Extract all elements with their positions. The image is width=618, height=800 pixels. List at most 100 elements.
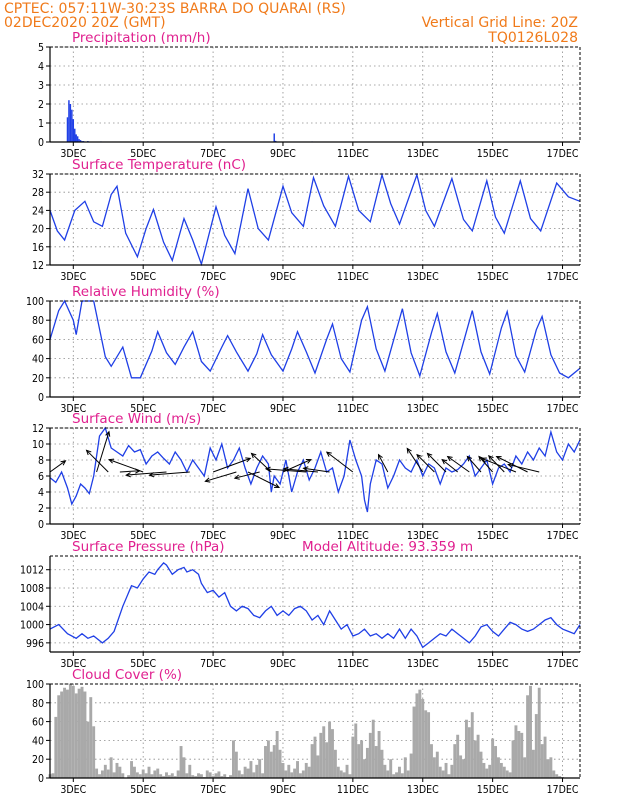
cloud-bar: [272, 745, 276, 778]
panel-pressure: 996 1000 1004 1008 1012 3DEC 5DEC 7DEC 9DEC 11DEC…: [20, 539, 581, 670]
cloud-bar: [191, 775, 195, 778]
x-tick-label: 15DEC: [477, 403, 509, 415]
cloud-bar: [135, 772, 139, 778]
cloud-bar: [339, 770, 343, 778]
cloud-bar: [371, 719, 375, 778]
wind-arrow-shaft: [406, 448, 424, 473]
cloud-bar: [51, 773, 55, 778]
panel-title: Relative Humidity (%): [72, 284, 220, 300]
x-tick-label: 11DEC: [337, 271, 369, 283]
wind-arrow: [204, 471, 237, 483]
wind-arrow-shaft: [427, 453, 447, 473]
cloud-bar: [529, 685, 532, 778]
cloud-bar: [453, 744, 457, 778]
wind-arrow-shaft: [447, 456, 470, 473]
cloud-bar: [188, 764, 192, 778]
wind-arrow: [507, 463, 540, 473]
cloud-bar: [319, 732, 323, 778]
x-tick-label: 17DEC: [547, 148, 579, 160]
y-tick-label: 996: [26, 638, 44, 650]
cloud-bar: [531, 749, 535, 778]
cloud-bar: [374, 746, 378, 778]
cloud-bar: [144, 773, 148, 778]
cloud-bar: [54, 716, 58, 778]
y-tick-label: 80: [32, 698, 44, 710]
cloud-bar: [240, 774, 244, 778]
x-tick-label: 17DEC: [547, 403, 579, 415]
x-tick-label: 9DEC: [270, 148, 296, 160]
cloud-bar: [293, 768, 297, 778]
wind-arrow-head: [108, 458, 115, 464]
cloud-bar: [497, 757, 500, 778]
cloud-bar: [252, 772, 256, 778]
cloud-bar: [77, 688, 81, 778]
wind-arrow-head: [446, 455, 453, 462]
x-tick-label: 7DEC: [200, 658, 226, 670]
run-date: 02DEC2020 20Z (GMT): [4, 15, 166, 31]
x-tick-label: 17DEC: [547, 658, 579, 670]
wind-arrow-head: [377, 453, 383, 460]
x-tick-label: 5DEC: [130, 148, 156, 160]
cloud-bar: [546, 759, 550, 778]
panel-title: Surface Wind (m/s): [72, 411, 201, 427]
cloud-bar: [205, 770, 209, 778]
cloud-bar: [351, 736, 355, 778]
pressure-line: [49, 562, 581, 649]
cloud-bar: [427, 712, 431, 778]
wind-arrow-shaft: [126, 471, 167, 476]
cloud-bar: [534, 714, 538, 778]
cloud-bar: [328, 721, 332, 778]
x-tick-label: 13DEC: [407, 658, 439, 670]
cloud-bar: [98, 774, 101, 778]
cloud-bar: [333, 749, 337, 778]
cloud-bar: [194, 776, 198, 778]
cloud-bar: [363, 759, 366, 778]
wind-arrow-head: [282, 466, 289, 472]
cloud-bar: [313, 736, 317, 778]
panel-temp: 12 16 20 24 28 32 3DEC 5DEC 7DEC 9DEC 11DEC 13DEC 15…: [32, 157, 581, 283]
cloud-bar: [322, 726, 326, 778]
y-tick-label: 12: [32, 423, 44, 435]
precip-bar: [68, 100, 70, 142]
cloud-bar: [342, 772, 346, 778]
wind-arrow: [125, 471, 167, 478]
station-header: CPTEC: 057:11W-30:23S BARRA DO QUARAI (R…: [4, 1, 346, 17]
y-tick-label: 2: [38, 99, 44, 111]
x-tick-label: 11DEC: [337, 530, 369, 542]
cloud-bar: [100, 770, 104, 778]
model-resolution: TQ0126L028: [487, 30, 578, 46]
wind-arrow-shaft: [508, 464, 540, 473]
wind-arrow: [108, 458, 144, 473]
cloud-bar: [162, 776, 166, 778]
cloud-bar: [150, 774, 154, 778]
cloud-bar: [485, 768, 489, 778]
x-tick-label: 17DEC: [547, 530, 579, 542]
cloud-bar: [336, 766, 340, 778]
cloud-bar: [141, 769, 145, 778]
cloud-bar: [95, 768, 99, 778]
cloud-bar: [418, 689, 422, 778]
cloud-bar: [106, 769, 110, 778]
cloud-bar: [470, 712, 474, 778]
cloud-bar: [552, 770, 556, 778]
wind-arrow-shaft: [478, 456, 494, 473]
cloud-bar: [182, 757, 186, 778]
cloud-bar: [377, 731, 381, 778]
cloud-bar: [345, 764, 349, 778]
wind-arrow-shaft: [326, 451, 354, 473]
cloud-bar: [281, 762, 285, 778]
precip-bar: [74, 128, 76, 142]
cloud-bar: [438, 766, 442, 778]
x-tick-label: 7DEC: [200, 530, 226, 542]
y-tick-label: 1008: [20, 583, 44, 595]
y-tick-label: 28: [32, 187, 44, 199]
cloud-bar: [185, 773, 189, 778]
cloud-bar: [517, 731, 521, 778]
cloud-bar: [482, 762, 486, 778]
wind-arrow-head: [480, 457, 487, 463]
cloud-bar: [147, 766, 151, 778]
x-tick-label: 13DEC: [407, 403, 439, 415]
cloud-bar: [307, 766, 311, 778]
cloud-bar: [229, 775, 233, 778]
